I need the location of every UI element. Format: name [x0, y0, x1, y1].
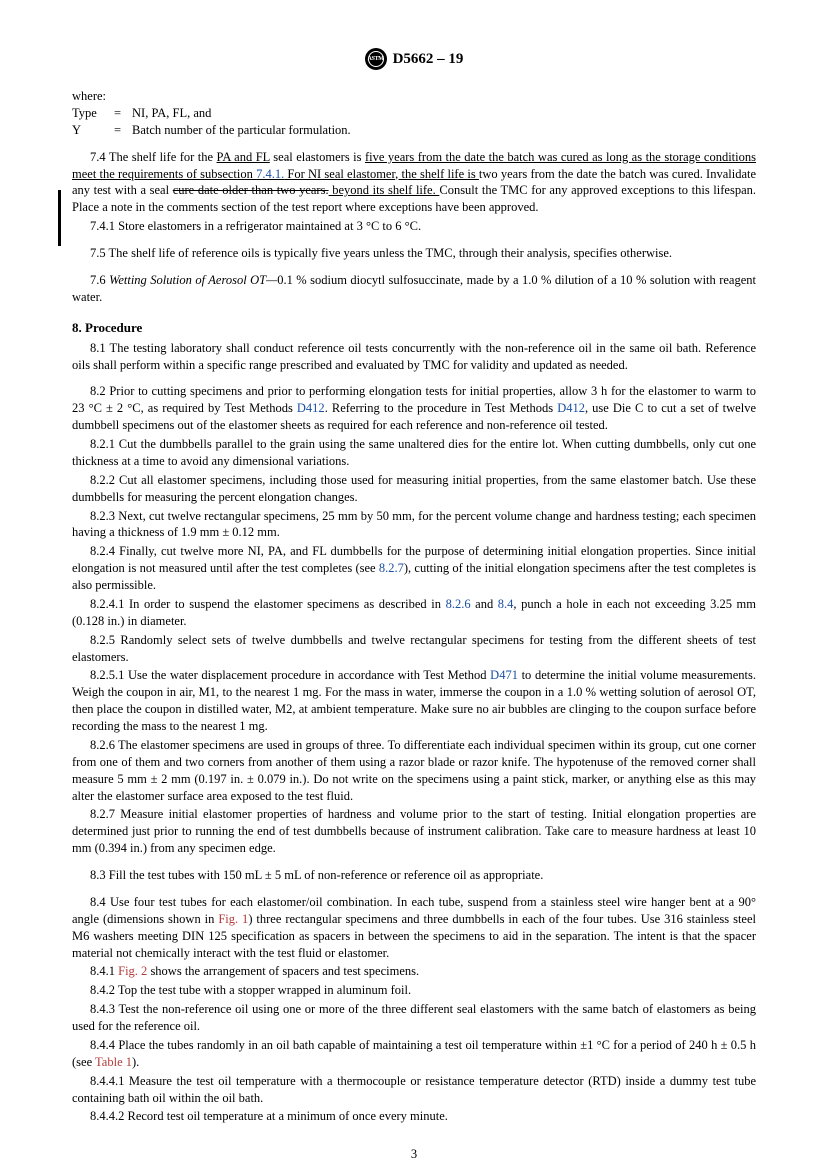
document-header: ASTM D5662 – 19	[72, 48, 756, 70]
where-definitions: where: Type = NI, PA, FL, and Y = Batch …	[72, 88, 756, 139]
where-label: where:	[72, 88, 756, 105]
paragraph-8-2-4: 8.2.4 Finally, cut twelve more NI, PA, a…	[72, 543, 756, 594]
designation-number: D5662 – 19	[393, 51, 464, 68]
underlined-text: beyond its shelf life.	[329, 183, 440, 197]
paragraph-7-4-1: 7.4.1 Store elastomers in a refrigerator…	[72, 218, 756, 235]
text: shows the arrangement of spacers and tes…	[147, 964, 419, 978]
text: 8.2.5.1 Use the water displacement proce…	[90, 668, 490, 682]
text: ).	[132, 1055, 139, 1069]
paragraph-8-2-4-1: 8.2.4.1 In order to suspend the elastome…	[72, 596, 756, 630]
where-equals: =	[114, 122, 132, 139]
paragraph-8-1: 8.1 The testing laboratory shall conduct…	[72, 340, 756, 374]
cross-ref-link[interactable]: D412	[297, 401, 325, 415]
paragraph-8-2-6: 8.2.6 The elastomer specimens are used i…	[72, 737, 756, 805]
paragraph-8-4: 8.4 Use four test tubes for each elastom…	[72, 894, 756, 962]
paragraph-7-6: 7.6 Wetting Solution of Aerosol OT—0.1 %…	[72, 272, 756, 306]
page-number: 3	[72, 1147, 756, 1162]
where-equals: =	[114, 105, 132, 122]
cross-ref-link[interactable]: 8.4	[498, 597, 514, 611]
paragraph-7-5: 7.5 The shelf life of reference oils is …	[72, 245, 756, 262]
paragraph-8-2-1: 8.2.1 Cut the dumbbells parallel to the …	[72, 436, 756, 470]
figure-ref-link[interactable]: Fig. 2	[118, 964, 147, 978]
section-heading-8: 8. Procedure	[72, 320, 756, 336]
cross-ref-link[interactable]: D471	[490, 668, 518, 682]
paragraph-7-4: 7.4 The shelf life for the PA and FL sea…	[72, 149, 756, 217]
text: 7.6	[90, 273, 109, 287]
paragraph-8-2-5: 8.2.5 Randomly select sets of twelve dum…	[72, 632, 756, 666]
text: 8.4.4 Place the tubes randomly in an oil…	[72, 1038, 756, 1069]
paragraph-8-3: 8.3 Fill the test tubes with 150 mL ± 5 …	[72, 867, 756, 884]
paragraph-8-2-7: 8.2.7 Measure initial elastomer properti…	[72, 806, 756, 857]
where-row: Type = NI, PA, FL, and	[72, 105, 756, 122]
where-term: Type	[72, 105, 114, 122]
where-def: Batch number of the particular formulati…	[132, 122, 351, 139]
where-row: Y = Batch number of the particular formu…	[72, 122, 756, 139]
text: 7.4 The shelf life for the	[90, 150, 217, 164]
cross-ref-link[interactable]: 7.4.1.	[256, 167, 284, 181]
paragraph-8-4-4: 8.4.4 Place the tubes randomly in an oil…	[72, 1037, 756, 1071]
italic-text: Wetting Solution of Aerosol OT—	[109, 273, 277, 287]
where-term: Y	[72, 122, 114, 139]
paragraph-8-4-4-2: 8.4.4.2 Record test oil temperature at a…	[72, 1108, 756, 1125]
struck-text: cure date older than two years.	[173, 183, 329, 197]
paragraph-8-2-3: 8.2.3 Next, cut twelve rectangular speci…	[72, 508, 756, 542]
paragraph-8-4-4-1: 8.4.4.1 Measure the test oil temperature…	[72, 1073, 756, 1107]
cross-ref-link[interactable]: 8.2.7	[379, 561, 404, 575]
paragraph-8-2-2: 8.2.2 Cut all elastomer specimens, inclu…	[72, 472, 756, 506]
figure-ref-link[interactable]: Fig. 1	[218, 912, 248, 926]
paragraph-8-2: 8.2 Prior to cutting specimens and prior…	[72, 383, 756, 434]
paragraph-8-4-1: 8.4.1 Fig. 2 shows the arrangement of sp…	[72, 963, 756, 980]
page-content: ASTM D5662 – 19 where: Type = NI, PA, FL…	[0, 0, 816, 1162]
text: 8.4.1	[90, 964, 118, 978]
text: 8.2.4.1 In order to suspend the elastome…	[90, 597, 446, 611]
where-def: NI, PA, FL, and	[132, 105, 211, 122]
revision-change-bar	[58, 190, 61, 246]
text: For NI seal elastomer, the shelf life is	[284, 167, 479, 181]
underlined-text: PA and FL	[217, 150, 270, 164]
text: seal elastomers is	[270, 150, 365, 164]
paragraph-8-4-3: 8.4.3 Test the non-reference oil using o…	[72, 1001, 756, 1035]
cross-ref-link[interactable]: D412	[557, 401, 585, 415]
cross-ref-link[interactable]: 8.2.6	[446, 597, 471, 611]
table-ref-link[interactable]: Table 1	[95, 1055, 132, 1069]
astm-logo-icon: ASTM	[365, 48, 387, 70]
paragraph-8-2-5-1: 8.2.5.1 Use the water displacement proce…	[72, 667, 756, 735]
paragraph-8-4-2: 8.4.2 Top the test tube with a stopper w…	[72, 982, 756, 999]
text: and	[471, 597, 498, 611]
text: . Referring to the procedure in Test Met…	[325, 401, 558, 415]
